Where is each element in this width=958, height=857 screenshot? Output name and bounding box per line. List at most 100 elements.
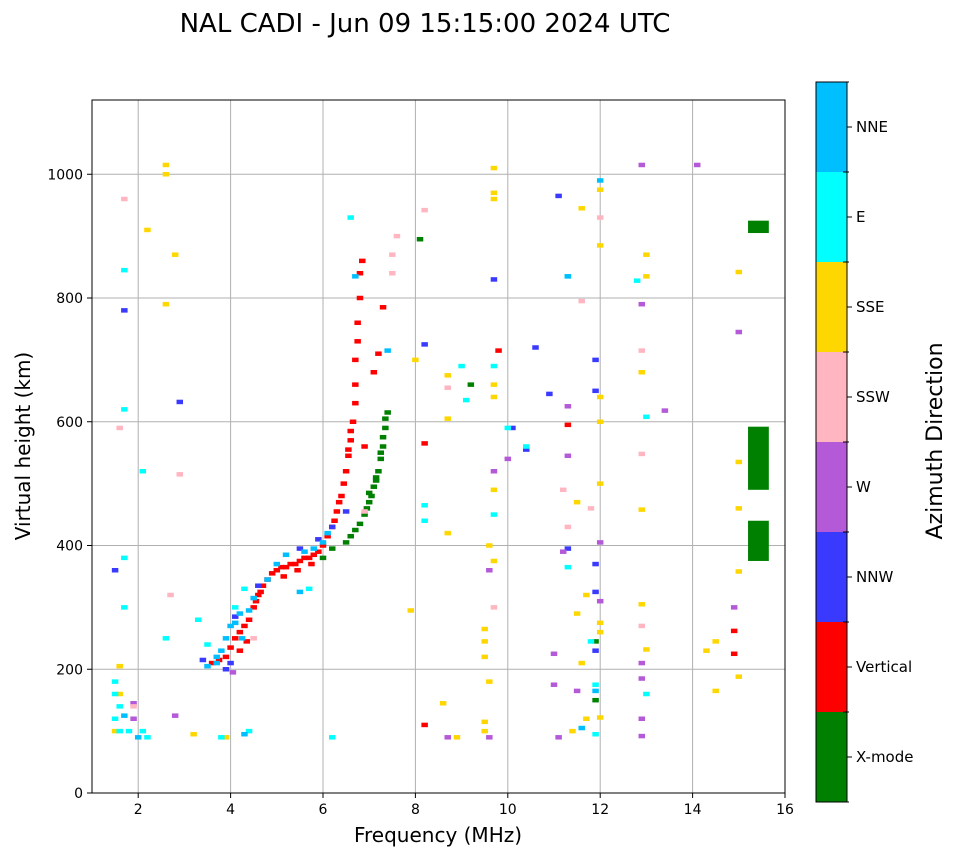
data-point [421, 342, 428, 347]
data-point [310, 546, 318, 551]
series-w [130, 162, 743, 740]
data-point [490, 394, 498, 400]
data-point [231, 620, 239, 626]
data-point [171, 713, 179, 718]
data-point [735, 269, 743, 275]
series-e [111, 215, 650, 740]
data-point [377, 450, 384, 455]
x-tick-label: 4 [226, 802, 235, 818]
data-point [509, 425, 516, 431]
data-point [564, 422, 572, 428]
data-block [748, 426, 769, 490]
data-point [735, 329, 743, 335]
data-point [712, 639, 719, 644]
data-point [208, 660, 216, 666]
series-x-mode [319, 236, 599, 703]
data-block [748, 520, 769, 561]
data-point [273, 568, 281, 573]
data-point [555, 735, 562, 740]
data-point [421, 503, 428, 508]
data-point [730, 605, 738, 610]
data-point [282, 552, 290, 558]
colorbar-label: X-mode [856, 748, 913, 766]
data-point [421, 518, 428, 523]
data-point [162, 301, 170, 307]
colorbar: X-mode Vertical NNW W SSW SSE E NNE [815, 81, 913, 803]
data-point [319, 555, 327, 561]
data-point [486, 568, 493, 573]
data-point [523, 444, 530, 449]
plot-frame [91, 99, 786, 794]
data-point [121, 605, 128, 610]
data-point [490, 512, 498, 517]
data-point [638, 733, 646, 739]
data-point [384, 410, 391, 415]
data-point [596, 481, 604, 486]
data-point [467, 382, 475, 387]
data-point [735, 569, 743, 574]
data-point [139, 728, 147, 734]
data-point [111, 679, 119, 684]
data-point [121, 555, 128, 561]
data-point [407, 608, 415, 613]
x-tick-label: 6 [319, 802, 328, 818]
data-point [596, 540, 604, 545]
data-point [569, 728, 576, 734]
data-point [245, 608, 253, 613]
data-point [176, 472, 184, 477]
plot-area: 2 4 6 8 10 12 14 16 0 200 400 600 800 1000 [47, 99, 794, 818]
data-point [324, 530, 331, 536]
data-point [643, 414, 650, 420]
data-block [748, 220, 769, 234]
data-point [352, 382, 359, 387]
data-point [356, 521, 364, 527]
data-point [308, 561, 315, 567]
data-point [486, 543, 493, 548]
x-axis-ticks: 2 4 6 8 10 12 14 16 [134, 793, 794, 818]
data-point [347, 533, 354, 539]
data-point [481, 626, 488, 632]
colorbar-label: NNE [856, 118, 888, 136]
data-point [592, 561, 599, 567]
data-point [236, 648, 244, 653]
data-point [578, 660, 585, 666]
data-point [592, 682, 599, 687]
data-point [638, 451, 646, 457]
data-point [162, 172, 170, 177]
data-point [342, 509, 350, 514]
data-point [354, 320, 361, 325]
data-point [596, 178, 604, 183]
data-point [287, 561, 294, 567]
data-point [356, 295, 364, 301]
data-point [324, 533, 331, 539]
data-point [347, 428, 354, 434]
data-point [238, 636, 246, 641]
data-point [587, 639, 595, 644]
data-point [638, 370, 646, 375]
data-point [215, 657, 223, 663]
data-point [250, 595, 257, 601]
data-point [421, 441, 428, 446]
data-point [328, 546, 336, 551]
data-point [245, 728, 253, 734]
data-point [564, 404, 572, 409]
data-point [638, 162, 646, 168]
data-point [587, 506, 595, 511]
data-point [250, 605, 257, 610]
data-point [280, 574, 287, 579]
data-point [382, 416, 389, 421]
data-point [222, 636, 230, 641]
data-point [481, 654, 488, 660]
data-point [218, 648, 225, 653]
data-point [453, 735, 461, 740]
data-point [301, 555, 308, 561]
y-tick-label: 800 [56, 291, 83, 307]
data-point [372, 475, 380, 480]
data-point [171, 252, 179, 257]
data-point [361, 512, 368, 517]
data-point [294, 568, 301, 573]
data-point [345, 453, 352, 459]
colorbar-label: SSW [856, 388, 890, 406]
data-point [735, 506, 743, 511]
